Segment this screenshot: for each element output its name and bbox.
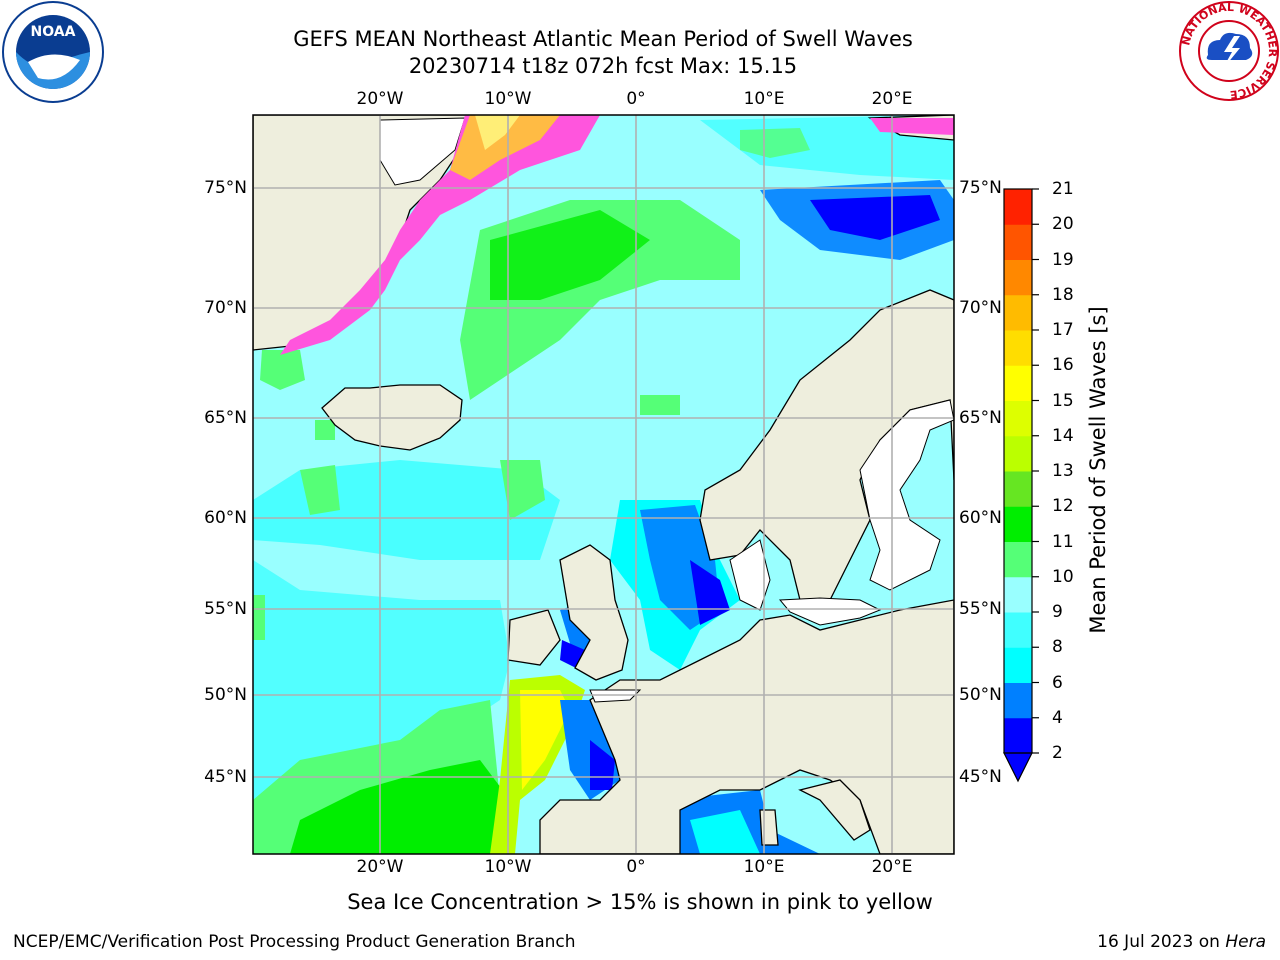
colorbar-segment bbox=[1004, 330, 1032, 366]
lat-label-right: 60°N bbox=[959, 508, 1002, 528]
sea-ice-shading bbox=[280, 115, 954, 355]
colorbar-segment bbox=[1004, 647, 1032, 683]
lon-label-bottom: 10°E bbox=[743, 857, 785, 877]
lon-label-bottom: 10°W bbox=[484, 857, 532, 877]
credit-text: NCEP/EMC/Verification Post Processing Pr… bbox=[13, 932, 576, 952]
chart-subtitle: 20230714 t18z 072h fcst Max: 15.15 bbox=[408, 54, 798, 78]
swell-shading bbox=[253, 115, 954, 854]
lon-label-bottom: 0° bbox=[626, 857, 646, 877]
lon-label-bottom: 20°W bbox=[356, 857, 404, 877]
colorbar-tick-label: 18 bbox=[1052, 284, 1074, 305]
lon-label-top: 0° bbox=[626, 89, 646, 109]
colorbar-tick-label: 15 bbox=[1052, 390, 1074, 411]
colorbar-segment bbox=[1004, 682, 1032, 719]
colorbar-segment bbox=[1004, 294, 1032, 331]
colorbar-tick-label: 13 bbox=[1052, 461, 1074, 481]
lat-label-right: 70°N bbox=[959, 298, 1002, 318]
map-gridlines bbox=[253, 115, 954, 854]
lat-label-left: 65°N bbox=[204, 408, 247, 428]
lat-label-left: 55°N bbox=[204, 599, 247, 619]
colorbar-segment bbox=[1004, 471, 1032, 507]
colorbar-segment bbox=[1004, 400, 1032, 437]
machine-name: Hera bbox=[1225, 932, 1266, 952]
colorbar-segment bbox=[1004, 717, 1032, 754]
colorbar-tick-label: 9 bbox=[1052, 602, 1063, 622]
colorbar-tick-label: 20 bbox=[1052, 214, 1074, 235]
colorbar-extend-arrow bbox=[1003, 752, 1033, 783]
lon-label-top: 20°W bbox=[356, 89, 404, 109]
lat-label-left: 60°N bbox=[204, 508, 247, 528]
masked-water bbox=[379, 117, 954, 703]
colorbar-tick-label: 21 bbox=[1052, 179, 1074, 199]
colorbar-segment bbox=[1004, 189, 1032, 225]
lon-label-bottom: 20°E bbox=[871, 857, 913, 877]
colorbar-segment bbox=[1004, 612, 1032, 648]
date-value: 16 Jul 2023 on bbox=[1097, 932, 1220, 952]
colorbar-tick-label: 12 bbox=[1052, 496, 1074, 517]
lon-label-top: 10°W bbox=[484, 89, 532, 109]
chart-title: GEFS MEAN Northeast Atlantic Mean Period… bbox=[293, 27, 913, 51]
colorbar-label: Mean Period of Swell Waves [s] bbox=[1086, 306, 1110, 634]
colorbar-segment bbox=[1004, 506, 1032, 542]
colorbar-tick-label: 2 bbox=[1052, 743, 1063, 763]
lat-label-left: 50°N bbox=[204, 685, 247, 705]
colorbar-tick-label: 14 bbox=[1052, 425, 1074, 446]
lat-label-right: 65°N bbox=[959, 408, 1002, 428]
colorbar-tick-label: 17 bbox=[1052, 320, 1074, 340]
colorbar-segment bbox=[1004, 541, 1032, 578]
lon-label-top: 20°E bbox=[871, 89, 913, 109]
colorbar-segment bbox=[1004, 259, 1032, 296]
lat-label-right: 55°N bbox=[959, 599, 1002, 619]
colorbar-tick-label: 16 bbox=[1052, 355, 1074, 376]
colorbar-tick-label: 10 bbox=[1052, 566, 1074, 587]
nws-logo: NATIONAL WEATHER SERVICE bbox=[1179, 1, 1279, 101]
lat-label-right: 45°N bbox=[959, 767, 1002, 787]
colorbar-tick-label: 4 bbox=[1052, 707, 1063, 728]
colorbar-tick-label: 6 bbox=[1052, 672, 1063, 693]
lat-label-right: 50°N bbox=[959, 685, 1002, 705]
date-text: 16 Jul 2023 on Hera bbox=[1097, 932, 1266, 952]
lat-label-right: 75°N bbox=[959, 178, 1002, 198]
colorbar-segment bbox=[1004, 576, 1032, 613]
lat-label-left: 70°N bbox=[204, 298, 247, 318]
colorbar-tick-label: 11 bbox=[1052, 531, 1074, 552]
lat-label-left: 45°N bbox=[204, 767, 247, 787]
colorbar-tick-label: 8 bbox=[1052, 637, 1063, 658]
colorbar bbox=[1003, 188, 1039, 783]
colorbar-tick-label: 19 bbox=[1052, 249, 1074, 270]
svg-text:NOAA: NOAA bbox=[31, 24, 76, 40]
colorbar-segment bbox=[1004, 224, 1032, 260]
lon-label-top: 10°E bbox=[743, 89, 785, 109]
lat-label-left: 75°N bbox=[204, 178, 247, 198]
map-frame bbox=[252, 114, 955, 855]
colorbar-segment bbox=[1004, 435, 1032, 472]
noaa-logo: NOAA bbox=[2, 1, 104, 103]
sea-ice-footnote: Sea Ice Concentration > 15% is shown in … bbox=[347, 890, 933, 914]
colorbar-segment bbox=[1004, 365, 1032, 401]
